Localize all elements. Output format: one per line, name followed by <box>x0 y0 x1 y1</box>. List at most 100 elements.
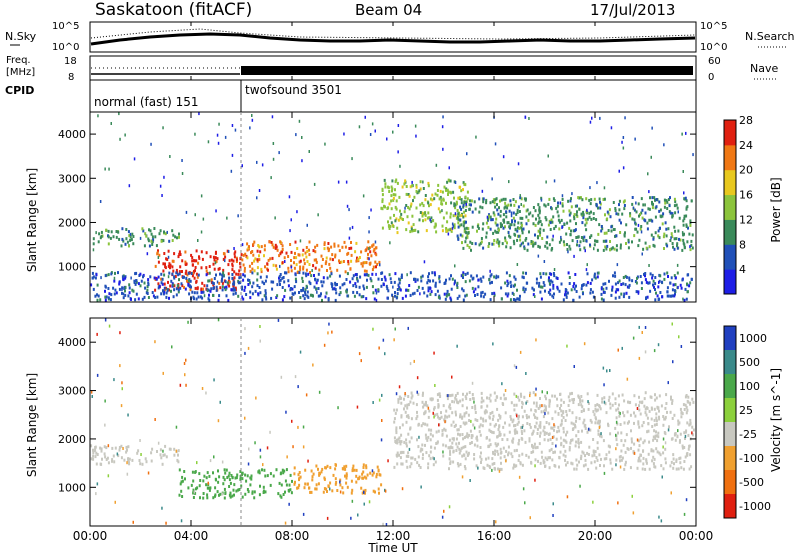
scatter-cell <box>425 451 428 455</box>
scatter-cell <box>634 137 636 141</box>
scatter-cell <box>335 291 338 295</box>
scatter-cell <box>496 238 499 242</box>
scatter-cell <box>550 248 553 252</box>
scatter-cell <box>396 454 399 458</box>
scatter-cell <box>135 280 138 284</box>
scatter-cell <box>287 266 290 270</box>
scatter-cell <box>223 468 226 472</box>
scatter-cell <box>663 272 666 276</box>
scatter-cell <box>329 481 332 485</box>
scatter-cell <box>618 279 621 283</box>
scatter-cell <box>92 454 95 458</box>
scatter-cell <box>563 243 566 247</box>
scatter-cell <box>334 255 337 259</box>
scatter-cell <box>358 285 361 289</box>
scatter-cell <box>499 456 502 460</box>
scatter-cell <box>677 467 680 471</box>
scatter-cell <box>381 200 384 204</box>
scatter-cell <box>526 422 529 425</box>
scatter-cell <box>672 466 675 470</box>
scatter-cell <box>317 272 320 276</box>
scatter-cell <box>118 112 120 116</box>
scatter-cell <box>276 294 279 298</box>
scatter-cell <box>619 423 622 426</box>
scatter-cell <box>380 438 383 442</box>
scatter-cell <box>302 286 305 290</box>
scatter-cell <box>315 287 318 291</box>
scatter-cell <box>604 282 607 286</box>
scatter-cell <box>502 403 505 406</box>
scatter-cell <box>112 454 115 458</box>
scatter-cell <box>161 506 163 510</box>
scatter-cell <box>438 280 441 284</box>
scatter-cell <box>407 403 410 407</box>
scatter-cell <box>517 162 520 166</box>
scatter-cell <box>399 442 402 446</box>
scatter-cell <box>118 237 121 241</box>
scatter-cell <box>374 260 377 264</box>
scatter-cell <box>547 411 550 415</box>
scatter-cell <box>419 203 422 207</box>
scatter-cell <box>139 236 142 240</box>
scatter-cell <box>544 412 546 416</box>
scatter-cell <box>299 259 302 263</box>
scatter-cell <box>637 202 640 206</box>
scatter-cell <box>449 452 452 456</box>
scatter-cell <box>614 209 617 212</box>
scatter-cell <box>548 197 551 201</box>
scatter-cell <box>302 445 305 449</box>
scatter-cell <box>361 264 364 268</box>
scatter-cell <box>393 338 395 342</box>
scatter-cell <box>567 199 570 203</box>
freq-left-tick-bottom: 8 <box>68 72 74 83</box>
scatter-cell <box>178 278 180 282</box>
scatter-cell <box>453 282 456 286</box>
scatter-cell <box>561 194 564 198</box>
scatter-cell <box>644 278 647 282</box>
scatter-cell <box>405 444 408 448</box>
scatter-cell <box>639 459 642 463</box>
scatter-cell <box>669 196 671 200</box>
scatter-cell <box>156 252 159 256</box>
scatter-cell <box>492 242 495 246</box>
scatter-cell <box>230 288 233 292</box>
scatter-cell <box>94 294 97 298</box>
scatter-cell <box>480 279 483 283</box>
scatter-cell <box>355 285 358 289</box>
scatter-cell <box>162 449 164 453</box>
scatter-cell <box>213 258 216 262</box>
scatter-cell <box>387 459 389 463</box>
scatter-cell <box>427 435 430 439</box>
scatter-cell <box>492 231 495 235</box>
scatter-cell <box>446 397 449 401</box>
scatter-cell <box>361 476 364 480</box>
scatter-cell <box>163 230 165 234</box>
scatter-cell <box>629 413 632 417</box>
scatter-cell <box>522 276 525 280</box>
scatter-cell <box>157 286 160 290</box>
scatter-cell <box>499 447 502 451</box>
colorbar-swatch <box>724 398 736 423</box>
scatter-cell <box>259 325 261 328</box>
scatter-cell <box>436 441 439 445</box>
scatter-cell <box>189 279 192 283</box>
scatter-cell <box>365 476 368 480</box>
scatter-cell <box>519 294 521 298</box>
scatter-cell <box>690 277 693 281</box>
scatter-cell <box>249 290 252 294</box>
scatter-cell <box>395 296 398 300</box>
scatter-cell <box>370 208 372 212</box>
scatter-cell <box>592 295 595 299</box>
scatter-cell <box>571 398 574 402</box>
scatter-cell <box>259 484 261 488</box>
scatter-cell <box>352 464 355 468</box>
scatter-cell <box>548 398 551 402</box>
scatter-cell <box>651 459 654 463</box>
scatter-cell <box>620 439 623 443</box>
scatter-cell <box>478 430 481 434</box>
scatter-cell <box>283 295 286 299</box>
scatter-cell <box>519 238 522 242</box>
scatter-cell <box>188 292 191 296</box>
scatter-cell <box>658 200 661 204</box>
scatter-cell <box>422 180 424 184</box>
